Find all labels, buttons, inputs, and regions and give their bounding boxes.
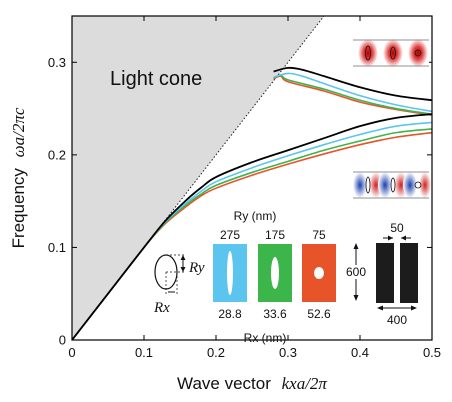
hole-ry-value-0: 275 [220, 228, 240, 242]
x-tick-label: 0.1 [135, 345, 153, 360]
x-tick-label: 0.3 [279, 345, 297, 360]
rx-header-label: Rx (nm) [244, 331, 287, 345]
plot-frame [71, 15, 433, 341]
series-1-upper-band-line [273, 72, 432, 113]
series-0-lower-band-line [72, 113, 432, 340]
series-2-upper-band-line [273, 74, 432, 115]
series-3-upper-band-line [273, 75, 432, 116]
axis-ticks: 0 0.1 0.2 0.3 0.4 0.5 0 0.1 0.2 0.3 [48, 16, 441, 360]
hole-swatches: 275 28.8 175 33.6 75 52.6 [213, 228, 336, 321]
hole-shape-2 [314, 267, 324, 279]
y-axis-title-math: ωa/2πc [9, 107, 28, 157]
hole-rx-value-0: 28.8 [218, 307, 242, 321]
hole-shape-0 [227, 251, 233, 295]
hole-rx-value-2: 52.6 [307, 307, 331, 321]
ellipse-rx-label: Rx [153, 300, 170, 316]
lower-mode-profile-image [353, 170, 431, 200]
y-tick-label: 0.1 [48, 240, 66, 255]
x-axis-title-math: kxa/2π [282, 374, 328, 393]
y-axis-title-prefix: Frequency [9, 168, 28, 249]
y-tick-label: 0 [59, 333, 66, 348]
ellipse-ry-label: Ry [188, 260, 205, 276]
hole-ry-value-1: 175 [265, 228, 285, 242]
x-axis-title-prefix: Wave vector [177, 374, 271, 393]
hole-ry-value-2: 75 [312, 228, 326, 242]
y-tick-label: 0.2 [48, 147, 66, 162]
beam-right [400, 243, 418, 303]
upper-mode-profile-image [353, 38, 429, 68]
y-tick-label: 0.3 [48, 55, 66, 70]
hole-rx-value-1: 33.6 [263, 307, 287, 321]
x-tick-label: 0 [68, 345, 75, 360]
x-tick-label: 0.5 [423, 345, 441, 360]
series-layer [72, 66, 432, 340]
y-axis-title: Frequency ωa/2πc [9, 107, 28, 248]
light-cone-label: Light cone [110, 68, 202, 90]
slot-width-label: 50 [390, 221, 404, 235]
series-0-upper-band-line [273, 66, 432, 102]
beam-height-label: 600 [346, 265, 366, 279]
ry-header-label: Ry (nm) [234, 209, 277, 223]
beam-width-label: 400 [387, 313, 407, 327]
beam-left [376, 243, 394, 303]
rx-header-text: Rx (nm) [244, 331, 287, 345]
x-axis-title: Wave vector kxa/2π [177, 374, 327, 393]
ry-header-text: Ry (nm) [234, 209, 277, 223]
x-tick-label: 0.4 [351, 345, 369, 360]
x-tick-label: 0.2 [207, 345, 225, 360]
hole-geometry-inset: Ry Rx Ry (nm) 275 28.8 175 33.6 75 52.6 Rx (n… [153, 209, 418, 345]
hole-shape-1 [271, 257, 279, 289]
